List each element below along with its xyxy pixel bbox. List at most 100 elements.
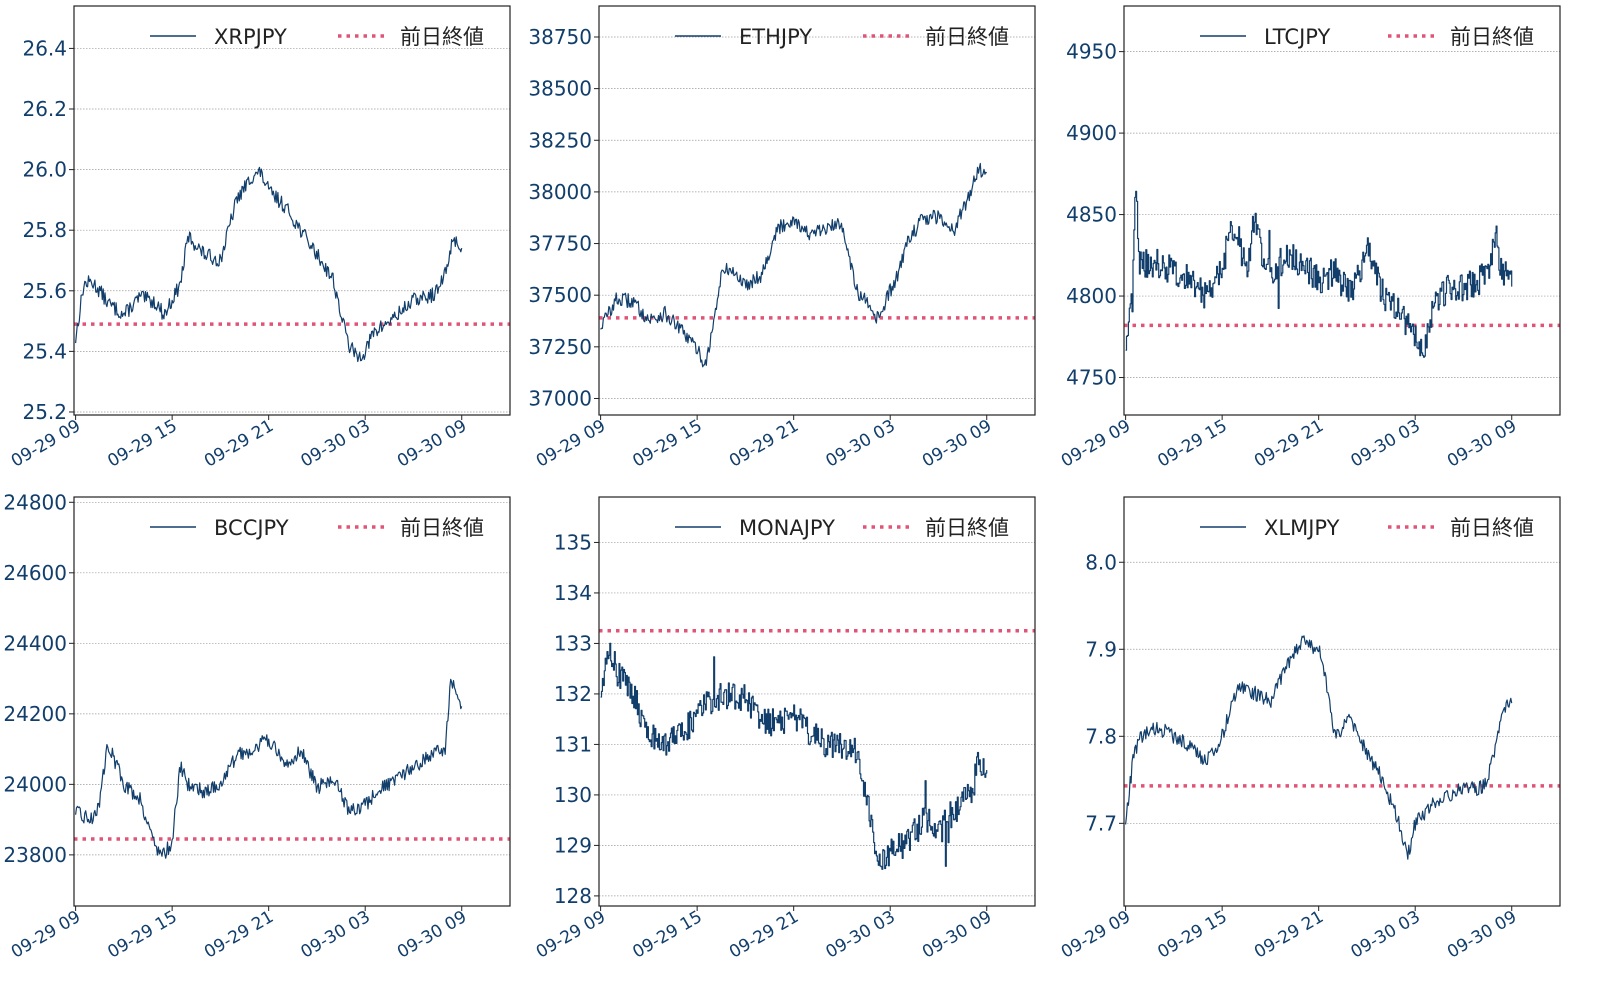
- plot-frame: [598, 5, 1036, 416]
- y-tick-label: 26.4: [22, 36, 67, 60]
- x-tick-label: 09-29 21: [726, 416, 802, 472]
- y-tick-label: 128: [554, 884, 592, 908]
- plot-frame: [73, 496, 511, 907]
- plot-frame: [73, 5, 511, 416]
- x-tick-label: 09-29 15: [104, 907, 180, 963]
- x-tick-label: 09-29 21: [1251, 907, 1327, 963]
- y-tick-label: 25.2: [22, 400, 67, 424]
- y-tick-label: 25.6: [22, 279, 67, 303]
- y-tick-label: 38750: [528, 25, 592, 49]
- x-tick-label: 09-29 15: [629, 907, 705, 963]
- plot-frame: [1123, 5, 1561, 416]
- legend: XLMJPY 前日終値: [1200, 516, 1534, 540]
- y-tick-label: 38250: [528, 128, 592, 152]
- y-tick-label: 131: [554, 732, 592, 756]
- x-tick-label: 09-29 09: [8, 416, 84, 472]
- y-tick-label: 4800: [1066, 284, 1117, 308]
- series-line: [600, 642, 988, 870]
- legend: BCCJPY 前日終値: [150, 516, 484, 540]
- x-tick-label: 09-30 09: [394, 416, 470, 472]
- x-tick-label: 09-29 09: [8, 907, 84, 963]
- y-tick-label: 37750: [528, 232, 592, 256]
- chart-panel: 4750 4800 4850 4900 4950 09-29 09 09-29 15 09-2…: [1058, 5, 1561, 472]
- legend-reference-label: 前日終値: [925, 25, 1009, 49]
- series-line: [75, 166, 463, 363]
- x-tick-label: 09-30 03: [1348, 416, 1424, 472]
- y-tick-label: 7.8: [1085, 724, 1117, 748]
- chart-panel: 128 129 130 131 132 133 134 135 09-29 09 09-29 15…: [533, 496, 1036, 963]
- x-tick-label: 09-29 21: [726, 907, 802, 963]
- series-line: [600, 162, 988, 368]
- y-tick-label: 7.7: [1085, 811, 1117, 835]
- x-tick-label: 09-29 15: [629, 416, 705, 472]
- y-tick-label: 8.0: [1085, 550, 1117, 574]
- legend-series-label: ETHJPY: [739, 25, 812, 49]
- legend: ETHJPY 前日終値: [675, 25, 1009, 49]
- x-tick-label: 09-29 15: [1154, 416, 1230, 472]
- legend-series-label: XRPJPY: [214, 25, 287, 49]
- x-tick-label: 09-30 09: [1444, 416, 1520, 472]
- legend-reference-label: 前日終値: [1450, 25, 1534, 49]
- y-tick-label: 23800: [3, 843, 67, 867]
- y-tick-label: 135: [554, 530, 592, 554]
- series-line: [75, 678, 463, 859]
- x-tick-label: 09-29 09: [533, 416, 609, 472]
- y-tick-label: 4850: [1066, 203, 1117, 227]
- plot-frame: [1123, 496, 1561, 907]
- legend-series-label: XLMJPY: [1264, 516, 1340, 540]
- x-tick-label: 09-30 03: [298, 907, 374, 963]
- y-tick-label: 4750: [1066, 366, 1117, 390]
- x-tick-label: 09-29 21: [201, 907, 277, 963]
- legend: MONAJPY 前日終値: [675, 516, 1009, 540]
- series-line: [1125, 190, 1513, 358]
- x-tick-label: 09-29 21: [201, 416, 277, 472]
- y-tick-label: 7.9: [1085, 637, 1117, 661]
- y-tick-label: 134: [554, 581, 592, 605]
- y-tick-label: 129: [554, 833, 592, 857]
- legend: LTCJPY 前日終値: [1200, 25, 1534, 49]
- y-tick-label: 4900: [1066, 121, 1117, 145]
- x-tick-label: 09-30 03: [298, 416, 374, 472]
- y-tick-label: 132: [554, 682, 592, 706]
- legend-series-label: LTCJPY: [1264, 25, 1330, 49]
- y-tick-label: 37500: [528, 283, 592, 307]
- y-tick-label: 37250: [528, 335, 592, 359]
- y-tick-label: 25.8: [22, 218, 67, 242]
- x-tick-label: 09-30 09: [919, 907, 995, 963]
- legend-reference-label: 前日終値: [1450, 516, 1534, 540]
- x-tick-label: 09-30 03: [1348, 907, 1424, 963]
- y-tick-label: 24000: [3, 772, 67, 796]
- x-tick-label: 09-30 09: [394, 907, 470, 963]
- x-tick-label: 09-30 03: [823, 416, 899, 472]
- chart-panel: 37000 37250 37500 37750 38000 38250 38500 38750…: [528, 5, 1036, 472]
- legend-series-label: BCCJPY: [214, 516, 289, 540]
- x-tick-label: 09-30 09: [1444, 907, 1520, 963]
- series-line: [1125, 635, 1513, 860]
- x-tick-label: 09-29 09: [1058, 416, 1134, 472]
- x-tick-label: 09-29 15: [104, 416, 180, 472]
- x-tick-label: 09-30 03: [823, 907, 899, 963]
- x-tick-label: 09-29 21: [1251, 416, 1327, 472]
- y-tick-label: 133: [554, 631, 592, 655]
- chart-panel: 23800 24000 24200 24400 24600 24800 09-29 09 09…: [3, 490, 511, 963]
- plot-frame: [598, 496, 1036, 907]
- chart-panel: 7.7 7.8 7.9 8.0 09-29 09 09-29 15 09-29 21 09-3…: [1058, 496, 1561, 963]
- y-tick-label: 26.2: [22, 97, 67, 121]
- y-tick-label: 38500: [528, 77, 592, 101]
- y-tick-label: 38000: [528, 180, 592, 204]
- y-tick-label: 24400: [3, 631, 67, 655]
- x-tick-label: 09-29 15: [1154, 907, 1230, 963]
- y-tick-label: 26.0: [22, 158, 67, 182]
- legend-reference-label: 前日終値: [925, 516, 1009, 540]
- y-tick-label: 25.4: [22, 339, 67, 363]
- legend: XRPJPY 前日終値: [150, 25, 484, 49]
- x-tick-label: 09-29 09: [533, 907, 609, 963]
- x-tick-label: 09-30 09: [919, 416, 995, 472]
- chart-panel: 25.2 25.4 25.6 25.8 26.0 26.2 26.4 09-29 09 09-2…: [8, 5, 511, 472]
- y-tick-label: 4950: [1066, 40, 1117, 64]
- y-tick-label: 130: [554, 783, 592, 807]
- legend-series-label: MONAJPY: [739, 516, 835, 540]
- x-tick-label: 09-29 09: [1058, 907, 1134, 963]
- y-tick-label: 24600: [3, 561, 67, 585]
